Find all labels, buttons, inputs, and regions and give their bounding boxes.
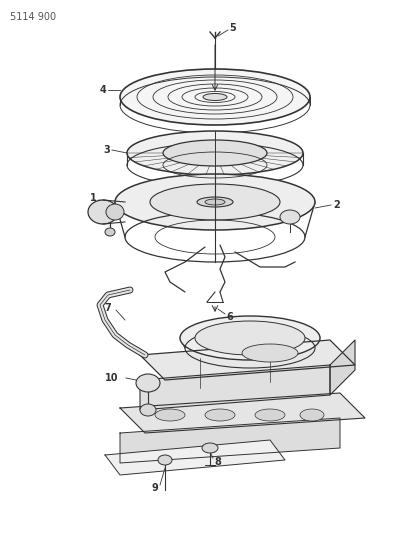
Ellipse shape	[255, 409, 285, 421]
Ellipse shape	[106, 204, 124, 220]
Text: 1: 1	[90, 193, 96, 203]
Text: 4: 4	[100, 85, 106, 95]
Ellipse shape	[136, 374, 160, 392]
Ellipse shape	[197, 197, 233, 207]
Text: 2: 2	[334, 200, 340, 210]
Ellipse shape	[203, 93, 227, 101]
Ellipse shape	[155, 409, 185, 421]
Polygon shape	[140, 365, 330, 410]
Ellipse shape	[105, 228, 115, 236]
Ellipse shape	[180, 316, 320, 360]
Ellipse shape	[300, 409, 324, 421]
Text: 9: 9	[152, 483, 158, 493]
Text: 10: 10	[105, 373, 119, 383]
Ellipse shape	[88, 200, 118, 224]
Text: 7: 7	[104, 303, 111, 313]
Ellipse shape	[242, 344, 298, 362]
Polygon shape	[140, 340, 355, 380]
Text: 5114 900: 5114 900	[10, 12, 56, 22]
Text: 8: 8	[215, 457, 222, 467]
Ellipse shape	[120, 69, 310, 125]
Polygon shape	[105, 440, 285, 475]
Ellipse shape	[150, 184, 280, 220]
Ellipse shape	[163, 140, 267, 166]
Ellipse shape	[158, 455, 172, 465]
Polygon shape	[330, 340, 355, 395]
Ellipse shape	[280, 210, 300, 224]
Ellipse shape	[140, 404, 156, 416]
Ellipse shape	[202, 443, 218, 453]
Polygon shape	[120, 393, 365, 433]
Ellipse shape	[205, 409, 235, 421]
Ellipse shape	[195, 321, 305, 355]
Text: 3: 3	[104, 145, 111, 155]
Ellipse shape	[115, 174, 315, 230]
Polygon shape	[120, 418, 340, 463]
Text: 5: 5	[230, 23, 236, 33]
Text: 6: 6	[226, 312, 233, 322]
Ellipse shape	[205, 199, 225, 205]
Ellipse shape	[127, 131, 303, 175]
